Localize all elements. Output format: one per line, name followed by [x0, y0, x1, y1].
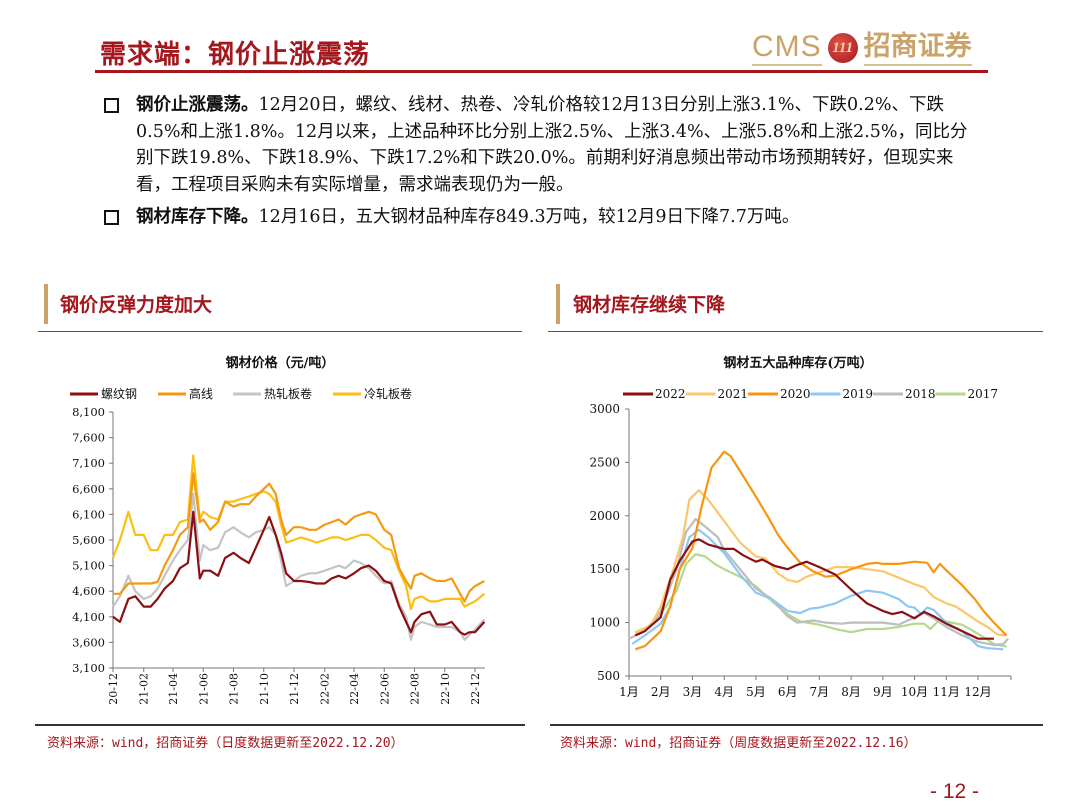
- y-tick-label: 6,600: [72, 482, 105, 496]
- bullet-text: 12月16日，五大钢材品种库存849.3万吨，较12月9日下降7.7万吨。: [258, 207, 800, 227]
- x-tick-label: 21-10: [258, 673, 271, 705]
- y-tick-label: 500: [597, 669, 620, 683]
- x-tick-label: 21-12: [288, 673, 301, 705]
- legend-label: 螺纹钢: [101, 387, 137, 401]
- y-tick-label: 3,100: [72, 661, 105, 675]
- x-tick-label: 1月: [619, 685, 639, 699]
- y-tick-label: 4,600: [72, 584, 105, 598]
- left-footer-divider: [35, 724, 525, 726]
- x-tick-label: 21-06: [197, 673, 210, 705]
- legend-label: 2018: [905, 387, 936, 401]
- right-source-note: 资料来源：wind，招商证券（周度数据更新至2022.12.16）: [560, 736, 917, 751]
- x-tick-label: 5月: [746, 685, 766, 699]
- y-tick-label: 4,100: [72, 610, 105, 624]
- x-tick-label: 4月: [714, 685, 734, 699]
- section-accent-bar: [556, 284, 560, 324]
- y-tick-label: 7,600: [72, 431, 105, 445]
- chart-title: 钢材五大品种库存(万吨）: [723, 355, 872, 371]
- x-tick-label: 22-06: [378, 673, 391, 705]
- y-tick-label: 5,100: [72, 559, 105, 573]
- series-line-2018: [628, 517, 1009, 647]
- x-tick-label: 10月: [901, 685, 928, 699]
- legend-label: 2019: [843, 387, 874, 401]
- x-tick-label: 22-10: [439, 673, 452, 705]
- bullet-square-icon: [104, 98, 119, 113]
- right-section-title: 钢材库存继续下降: [573, 294, 726, 316]
- bullet-lead: 钢材库存下降。: [136, 207, 259, 227]
- bullet-square-icon: [104, 210, 119, 225]
- chart-title: 钢材价格（元/吨）: [226, 355, 335, 371]
- x-tick-label: 21-02: [138, 673, 151, 705]
- logo-mark-icon: 111: [827, 33, 858, 63]
- y-tick-label: 1000: [589, 616, 620, 630]
- page-title: 需求端：钢价止涨震荡: [100, 40, 371, 70]
- x-tick-label: 3月: [683, 685, 703, 699]
- y-tick-label: 6,100: [72, 507, 105, 521]
- bullet-paragraph-inventory: 钢材库存下降。12月16日，五大钢材品种库存849.3万吨，较12月9日下降7.…: [136, 204, 976, 231]
- y-tick-label: 5,600: [72, 533, 105, 547]
- series-line-2020: [634, 450, 1008, 651]
- left-section-divider: [38, 331, 522, 332]
- right-footer-divider: [550, 724, 1043, 726]
- x-tick-label: 6月: [778, 685, 798, 699]
- legend-label: 冷轧板卷: [364, 386, 412, 401]
- y-tick-label: 2500: [589, 455, 620, 469]
- y-tick-label: 3,600: [72, 635, 105, 649]
- x-tick-label: 2月: [651, 685, 671, 699]
- steel-price-chart: 钢材价格（元/吨） 螺纹钢 高线 热轧板卷 冷轧板卷 3,100 3,600 4,100 4,6…: [70, 355, 486, 705]
- series-line-2017: [634, 553, 1007, 648]
- y-tick-label: 2000: [589, 509, 620, 523]
- x-tick-label: 9月: [873, 685, 893, 699]
- series-line-螺纹钢: [112, 510, 486, 636]
- title-divider: [95, 70, 988, 73]
- legend-label: 2022: [655, 387, 686, 401]
- x-tick-label: 22-02: [319, 673, 332, 705]
- legend-label: 高线: [189, 386, 213, 401]
- page-number: - 12 -: [930, 780, 980, 803]
- series-line-冷轧板卷: [111, 454, 486, 611]
- series-line-2021: [634, 489, 1007, 637]
- y-tick-label: 7,100: [72, 456, 105, 470]
- left-section-title: 钢价反弹力度加大: [60, 294, 213, 316]
- y-tick-label: 8,100: [72, 405, 105, 419]
- x-tick-label: 11月: [933, 685, 960, 699]
- y-tick-label: 3000: [589, 402, 620, 416]
- series-line-2022: [634, 538, 994, 640]
- x-tick-label: 22-04: [348, 673, 361, 705]
- legend-label: 2020: [780, 387, 811, 401]
- bullet-paragraph-price: 钢价止涨震荡。12月20日，螺纹、线材、热卷、冷轧价格较12月13日分别上涨3.…: [136, 92, 976, 198]
- series-line-2019: [631, 528, 1004, 651]
- cms-logo: CMS 111 招商证券: [752, 28, 972, 68]
- x-tick-label: 22-08: [409, 673, 422, 705]
- bullet-lead: 钢价止涨震荡。: [136, 95, 259, 115]
- x-tick-label: 8月: [841, 685, 861, 699]
- bullet-text: 12月20日，螺纹、线材、热卷、冷轧价格较12月13日分别上涨3.1%、下跌0.…: [136, 95, 968, 195]
- logo-text: CMS: [752, 30, 822, 66]
- series-line-热轧板卷: [112, 492, 486, 641]
- y-tick-label: 1500: [589, 562, 620, 576]
- series-line-高线: [113, 472, 485, 603]
- legend-label: 热轧板卷: [264, 386, 312, 401]
- x-tick-label: 20-12: [107, 673, 120, 705]
- x-tick-label: 12月: [964, 685, 991, 699]
- x-tick-label: 22-12: [469, 673, 482, 705]
- legend-label: 2021: [718, 387, 749, 401]
- right-section-divider: [548, 331, 1043, 332]
- x-tick-label: 7月: [810, 685, 830, 699]
- logo-chinese: 招商证券: [863, 30, 972, 66]
- left-source-note: 资料来源：wind，招商证券（日度数据更新至2022.12.20）: [47, 736, 404, 751]
- steel-inventory-chart: 钢材五大品种库存(万吨） 2022 2021 2020 2019 2018 2017 500 1…: [589, 355, 1012, 699]
- x-tick-label: 21-08: [228, 673, 241, 705]
- x-tick-label: 21-04: [167, 673, 180, 705]
- legend-label: 2017: [968, 387, 999, 401]
- section-accent-bar: [44, 284, 48, 324]
